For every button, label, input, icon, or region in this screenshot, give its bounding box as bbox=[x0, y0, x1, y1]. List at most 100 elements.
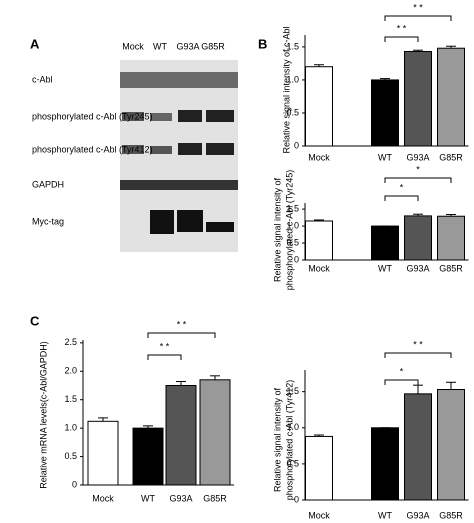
y-tick-label: 0 bbox=[294, 254, 299, 264]
blot-band bbox=[122, 145, 144, 154]
significance-bracket bbox=[147, 332, 216, 338]
y-tick-label: 1.5 bbox=[286, 386, 299, 396]
blot-row-label: phosphorylated c-Abl (Tyr412) bbox=[32, 144, 153, 154]
significance-label: * bbox=[400, 366, 404, 376]
significance-label: * * bbox=[160, 341, 170, 351]
bar bbox=[165, 384, 197, 486]
y-tick-label: 1.0 bbox=[286, 220, 299, 230]
chart: 0 0.5 1.0 1.5 Relative signal intensity of ph… bbox=[272, 164, 469, 291]
y-tick-label: 0 bbox=[294, 494, 299, 504]
x-tick-label: G93A bbox=[406, 152, 429, 162]
blot-image bbox=[120, 60, 238, 252]
y-tick-label: 1.5 bbox=[286, 41, 299, 51]
y-tick-label: 0.5 bbox=[286, 237, 299, 247]
x-tick-label: WT bbox=[378, 510, 392, 520]
x-tick-label: G85R bbox=[439, 152, 463, 162]
y-tick-label: 1.5 bbox=[286, 203, 299, 213]
blot-band bbox=[120, 180, 238, 190]
y-axis-label: Relative signal intensity of bbox=[272, 387, 282, 492]
significance-label: * bbox=[400, 182, 404, 192]
y-axis-label: Relative mRNA levels(c-Abl/GAPDH) bbox=[38, 341, 48, 489]
bar bbox=[437, 215, 465, 261]
x-tick-label: WT bbox=[378, 152, 392, 162]
significance-bracket bbox=[147, 354, 182, 360]
y-tick-label: 1.5 bbox=[64, 394, 77, 404]
bar bbox=[305, 435, 333, 501]
significance-label: * bbox=[416, 164, 420, 174]
y-axis-label: phosphorylated c-Abl (Tyr412) bbox=[284, 380, 294, 501]
bar bbox=[305, 66, 333, 147]
bar bbox=[87, 420, 119, 486]
blot-band bbox=[206, 143, 234, 155]
blot-band bbox=[178, 143, 202, 155]
lane-label: Mock bbox=[122, 41, 144, 51]
y-tick-label: 0 bbox=[72, 479, 77, 489]
lane-label: WT bbox=[153, 41, 167, 51]
x-tick-label: WT bbox=[378, 263, 392, 273]
y-tick-label: 0.5 bbox=[286, 107, 299, 117]
significance-label: * * bbox=[177, 319, 187, 329]
y-tick-label: 1.0 bbox=[286, 422, 299, 432]
significance-bracket bbox=[384, 195, 419, 201]
blot-row-label: c-Abl bbox=[32, 74, 53, 84]
bar bbox=[437, 47, 465, 147]
lane-label: G93A bbox=[176, 41, 199, 51]
bar bbox=[305, 220, 333, 261]
bar bbox=[371, 427, 399, 501]
bar bbox=[371, 225, 399, 261]
blot-band bbox=[150, 113, 172, 121]
y-tick-label: 0 bbox=[294, 140, 299, 150]
blot-band bbox=[206, 110, 234, 122]
x-tick-label: G85R bbox=[439, 263, 463, 273]
panel-label: A bbox=[30, 36, 40, 51]
blot-band bbox=[150, 210, 174, 234]
blot-row-label: Myc-tag bbox=[32, 216, 64, 226]
significance-bracket bbox=[384, 379, 419, 385]
blot-row-label: GAPDH bbox=[32, 179, 64, 189]
bar bbox=[132, 427, 164, 486]
significance-bracket bbox=[384, 15, 452, 21]
bar bbox=[404, 51, 432, 147]
x-tick-label: Mock bbox=[308, 152, 330, 162]
x-tick-label: Mock bbox=[308, 510, 330, 520]
x-tick-label: Mock bbox=[308, 263, 330, 273]
y-axis-label: Relative signal intensity of bbox=[272, 177, 282, 282]
y-tick-label: 0.5 bbox=[64, 451, 77, 461]
significance-bracket bbox=[384, 177, 452, 183]
bar bbox=[199, 379, 231, 486]
x-tick-label: G85R bbox=[439, 510, 463, 520]
y-axis-label: phosphorylated c-Abl (Tyr245) bbox=[284, 170, 294, 291]
panel-label: B bbox=[258, 36, 267, 51]
panel-label: C bbox=[30, 313, 40, 328]
x-tick-label: G85R bbox=[203, 493, 227, 503]
bar bbox=[404, 215, 432, 261]
blot-band bbox=[178, 110, 202, 122]
x-tick-label: WT bbox=[141, 493, 155, 503]
significance-label: * * bbox=[397, 23, 407, 33]
x-tick-label: G93A bbox=[406, 510, 429, 520]
lane-label: G85R bbox=[201, 41, 225, 51]
blot-band bbox=[120, 72, 238, 88]
y-tick-label: 1.0 bbox=[64, 423, 77, 433]
bar bbox=[371, 79, 399, 147]
blot-band bbox=[206, 222, 234, 232]
significance-bracket bbox=[384, 352, 452, 358]
x-tick-label: G93A bbox=[406, 263, 429, 273]
y-axis-label: Relative signal intensity of c-Abl bbox=[281, 26, 291, 153]
x-tick-label: G93A bbox=[169, 493, 192, 503]
blot-row-label: phosphorylated c-Abl (Tyr245) bbox=[32, 111, 153, 121]
significance-label: * * bbox=[413, 339, 423, 349]
blot-band bbox=[177, 210, 203, 232]
blot-band bbox=[122, 112, 144, 121]
x-tick-label: Mock bbox=[92, 493, 114, 503]
y-tick-label: 2.5 bbox=[64, 337, 77, 347]
bar bbox=[404, 393, 432, 501]
chart: 0 0.5 1.0 1.5 2.0 2.5 Relative mRNA levels(c-A… bbox=[38, 319, 234, 503]
significance-label: * * bbox=[413, 2, 423, 12]
blot-band bbox=[150, 146, 172, 154]
y-tick-label: 2.0 bbox=[64, 366, 77, 376]
y-tick-label: 1.0 bbox=[286, 74, 299, 84]
significance-bracket bbox=[384, 36, 419, 42]
